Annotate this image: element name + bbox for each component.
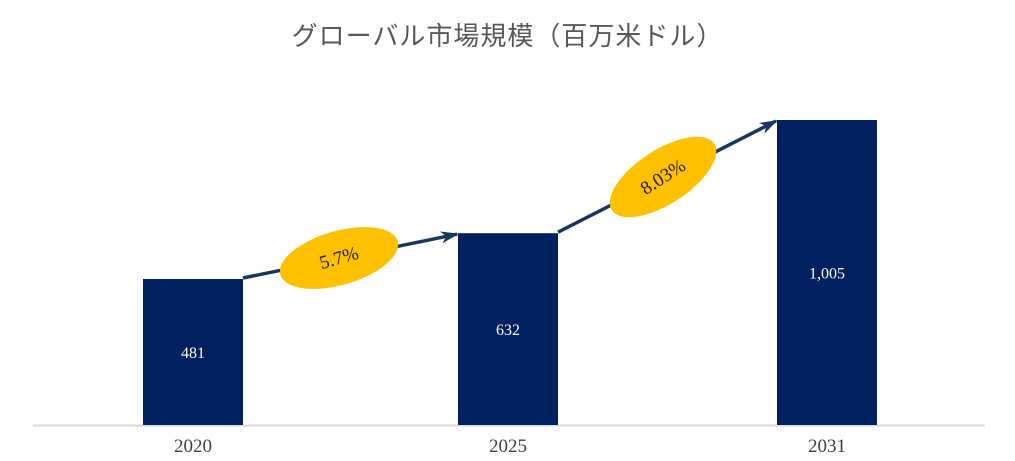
bar-value-label: 632 [496,322,520,339]
growth-annotation: 8.03% [609,136,717,218]
x-axis-label: 2020 [174,436,212,457]
bar-value-label: 1,005 [809,266,845,283]
bar-2020 [143,279,243,425]
growth-annotation: 5.7% [279,227,399,289]
chart-title: グローバル市場規模（百万米ドル） [291,22,724,51]
bar-2031 [777,120,877,425]
bar-value-label: 481 [181,345,205,362]
x-axis-label: 2031 [808,436,846,457]
x-axis-label: 2025 [489,436,527,457]
growth-annotation-ellipse [609,136,717,218]
bar-2025 [458,233,558,425]
growth-annotation-ellipse [279,227,399,289]
